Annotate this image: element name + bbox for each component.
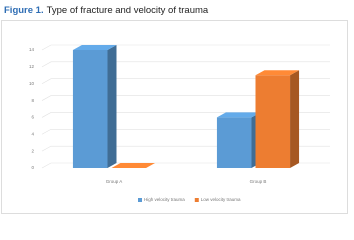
legend-label: Low velocity trauma (201, 197, 241, 202)
bar (255, 75, 291, 168)
x-tick-label: Group A (106, 179, 123, 184)
grid-line (41, 78, 330, 84)
legend-label: High velocity trauma (144, 197, 185, 202)
legend-swatch (194, 198, 199, 202)
grid-line (41, 44, 330, 51)
bar (216, 117, 252, 168)
bar-top (255, 70, 300, 76)
y-tick-label: 4 (31, 131, 34, 136)
y-tick-label: 10 (29, 81, 35, 86)
bar-top (216, 112, 261, 118)
y-tick-label: 0 (31, 165, 34, 170)
y-tick-label: 6 (31, 115, 34, 120)
bar-top (111, 163, 156, 168)
grid-line (41, 95, 330, 101)
grid-line (41, 61, 330, 68)
plot-area: 0 2 4 6 8 10 12 14 Group A Group B High velocity t… (29, 44, 330, 202)
y-tick-label: 12 (29, 64, 35, 69)
figure-label: Figure 1. (4, 5, 44, 16)
bar-side (107, 45, 117, 168)
y-tick-label: 14 (29, 47, 35, 52)
page: Figure 1. Type of fracture and velocity o… (1, 4, 348, 214)
y-tick-label: 8 (31, 98, 34, 103)
legend-swatch (138, 198, 142, 202)
x-tick-label: Group B (250, 179, 267, 184)
bar (72, 50, 108, 168)
bar-side (290, 70, 300, 168)
y-tick-label: 2 (31, 148, 34, 153)
chart-title: Type of fracture and velocity of trauma (47, 5, 209, 16)
chart: Figure 1. Type of fracture and velocity o… (1, 5, 348, 214)
bar-top (72, 45, 117, 50)
figure-caption: Figure 1. Type of fracture and velocity o… (4, 5, 209, 16)
